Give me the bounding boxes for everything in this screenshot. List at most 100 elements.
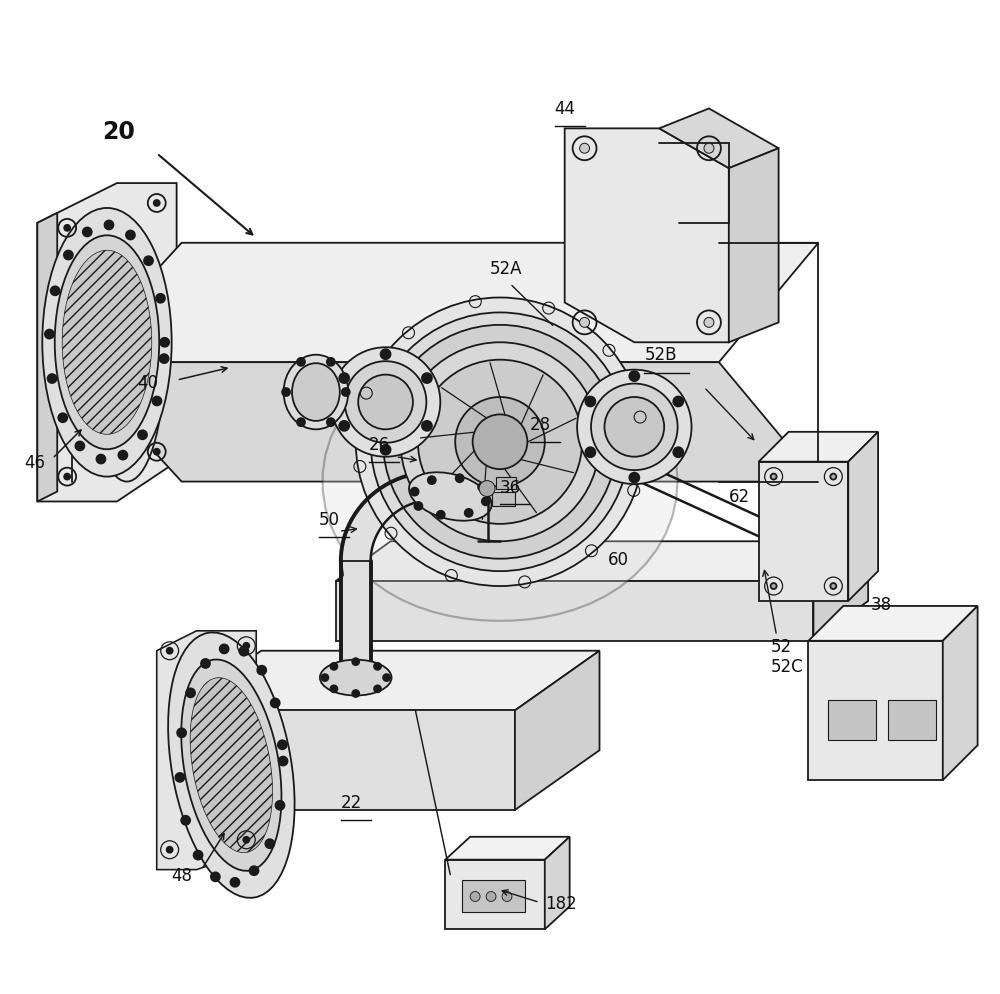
Circle shape [278, 741, 287, 749]
Circle shape [250, 867, 259, 876]
Circle shape [629, 372, 639, 382]
Polygon shape [808, 641, 943, 780]
Circle shape [771, 474, 777, 480]
Circle shape [470, 892, 480, 902]
Circle shape [64, 226, 70, 232]
Ellipse shape [604, 398, 664, 457]
Polygon shape [759, 462, 848, 601]
Circle shape [126, 232, 135, 241]
Circle shape [154, 201, 160, 207]
Polygon shape [659, 109, 779, 169]
Circle shape [181, 816, 190, 825]
Circle shape [478, 483, 486, 491]
Circle shape [414, 503, 422, 511]
Ellipse shape [320, 660, 392, 696]
Text: 52A: 52A [490, 259, 523, 277]
Text: 38: 38 [871, 595, 892, 613]
Polygon shape [177, 711, 515, 810]
Circle shape [352, 690, 359, 698]
Ellipse shape [400, 343, 600, 542]
Circle shape [45, 330, 54, 339]
Circle shape [257, 666, 266, 675]
Polygon shape [37, 214, 57, 502]
Polygon shape [462, 880, 525, 912]
Polygon shape [341, 562, 371, 676]
Circle shape [160, 355, 169, 364]
Polygon shape [848, 432, 878, 601]
Text: 26: 26 [369, 435, 390, 453]
Circle shape [64, 474, 70, 480]
Circle shape [239, 647, 248, 656]
Circle shape [297, 359, 305, 367]
Polygon shape [336, 542, 868, 581]
Ellipse shape [284, 356, 348, 429]
Circle shape [411, 488, 419, 496]
Circle shape [211, 873, 220, 882]
Circle shape [502, 892, 512, 902]
Polygon shape [659, 144, 729, 224]
Circle shape [105, 222, 113, 231]
Circle shape [230, 878, 239, 887]
Circle shape [383, 674, 390, 682]
Text: 46: 46 [24, 453, 45, 471]
Circle shape [96, 455, 105, 464]
Polygon shape [813, 542, 868, 641]
Polygon shape [177, 651, 600, 711]
Circle shape [220, 645, 229, 654]
Ellipse shape [577, 371, 692, 485]
Polygon shape [888, 701, 936, 741]
Circle shape [422, 374, 432, 384]
Circle shape [75, 442, 84, 451]
Circle shape [580, 318, 590, 328]
Circle shape [339, 421, 349, 431]
Circle shape [830, 474, 836, 480]
Circle shape [339, 374, 349, 384]
Ellipse shape [90, 244, 164, 482]
Circle shape [580, 144, 590, 154]
Circle shape [282, 389, 290, 397]
Text: 20: 20 [102, 120, 135, 144]
Polygon shape [828, 701, 876, 741]
Circle shape [374, 686, 381, 693]
Text: 50: 50 [319, 511, 340, 529]
Polygon shape [37, 184, 177, 502]
Circle shape [243, 837, 249, 843]
Text: 22: 22 [341, 793, 362, 811]
Circle shape [381, 445, 391, 455]
Circle shape [486, 892, 496, 902]
Text: 40: 40 [137, 374, 158, 392]
Polygon shape [336, 581, 813, 641]
Polygon shape [72, 363, 818, 482]
Circle shape [83, 229, 92, 238]
Circle shape [297, 418, 305, 426]
Ellipse shape [168, 633, 295, 898]
Polygon shape [943, 606, 978, 780]
Circle shape [167, 847, 173, 853]
Circle shape [154, 449, 160, 455]
Circle shape [118, 451, 127, 460]
Circle shape [279, 756, 288, 765]
Circle shape [704, 318, 714, 328]
Circle shape [352, 658, 359, 666]
Circle shape [51, 287, 60, 296]
Circle shape [48, 375, 57, 384]
Ellipse shape [409, 473, 492, 521]
Circle shape [58, 414, 67, 422]
Text: 52C: 52C [771, 657, 803, 675]
Text: 182: 182 [545, 895, 577, 912]
Circle shape [374, 663, 381, 670]
Circle shape [156, 294, 165, 303]
Polygon shape [72, 244, 818, 363]
Circle shape [479, 481, 495, 497]
Ellipse shape [345, 362, 426, 443]
Text: 48: 48 [172, 866, 193, 884]
Ellipse shape [331, 348, 440, 457]
Circle shape [160, 338, 169, 348]
Circle shape [167, 648, 173, 654]
Circle shape [64, 251, 73, 260]
Circle shape [201, 659, 210, 668]
Polygon shape [157, 631, 256, 870]
Polygon shape [729, 149, 779, 343]
Circle shape [422, 421, 432, 431]
Circle shape [175, 773, 184, 782]
